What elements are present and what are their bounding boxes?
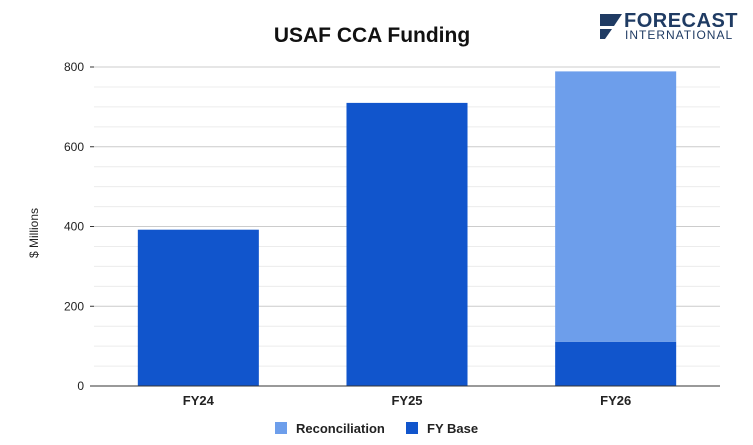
y-tick-label: 400 (64, 220, 84, 234)
y-tick-label: 800 (64, 60, 84, 74)
legend-label-reconciliation: Reconciliation (296, 421, 385, 436)
x-tick-label: FY24 (183, 393, 215, 408)
bar-fy26-reconciliation (555, 71, 677, 342)
chart-title: USAF CCA Funding (274, 24, 470, 47)
x-axis-ticks: FY24 FY25 FY26 (183, 393, 631, 408)
x-tick-label: FY25 (391, 393, 422, 408)
x-tick-label: FY26 (600, 393, 631, 408)
y-axis-label: $ Millions (27, 208, 41, 258)
forecast-international-logo: FORECAST INTERNATIONAL (600, 10, 738, 42)
y-tick-label: 600 (64, 140, 84, 154)
logo-line1: FORECAST (624, 10, 738, 32)
y-tick-label: 0 (77, 379, 84, 393)
bar-fy25-fy-base (346, 102, 468, 386)
bar-fy26-fy-base (555, 341, 677, 386)
bar-fy24-fy-base (137, 229, 259, 386)
y-tick-label: 200 (64, 299, 84, 313)
y-axis-ticks: 0 200 400 600 800 (64, 60, 94, 393)
legend-label-fy-base: FY Base (427, 421, 478, 436)
bars (137, 71, 677, 386)
logo-mark-icon (600, 14, 622, 39)
legend-swatch-fy-base (406, 422, 418, 434)
legend-swatch-reconciliation (275, 422, 287, 434)
legend: Reconciliation FY Base (275, 421, 478, 436)
logo-line2: INTERNATIONAL (625, 28, 733, 42)
